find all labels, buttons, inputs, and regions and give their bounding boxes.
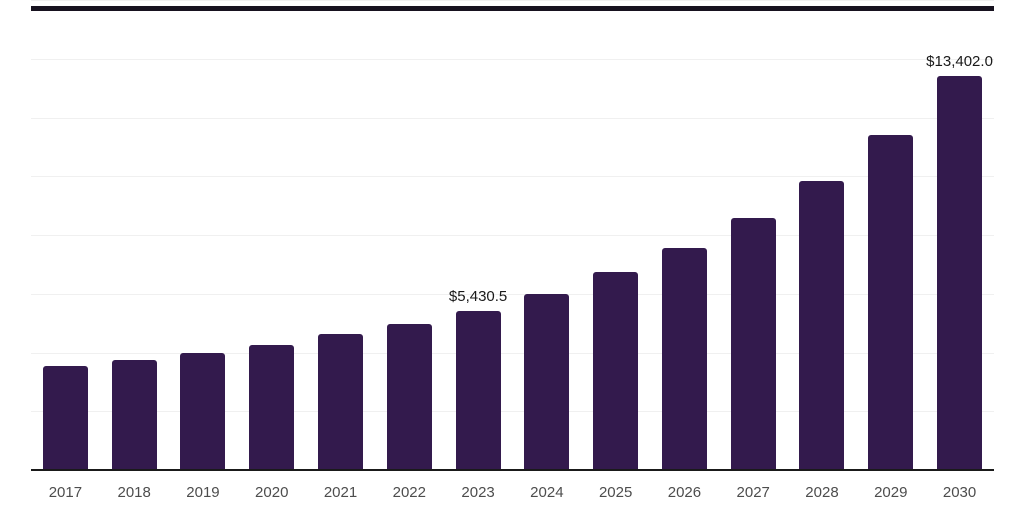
bar-slot-2018 [100,0,169,470]
x-tick-2029: 2029 [874,484,908,501]
bar-chart: $5,430.5 $13,402.0 2017 2018 2019 2020 2021 20… [31,0,994,512]
gridline-10000 [31,176,994,177]
bar-slot-2019 [169,0,238,470]
bar-slot-2021 [306,0,375,470]
bar-2019[interactable] [180,352,226,470]
gridline-6000 [31,294,994,295]
gridline-4000 [31,353,994,354]
bar-2028[interactable] [799,180,845,470]
bar-2029[interactable] [868,134,914,470]
bar-slot-2030: $13,402.0 [925,0,994,470]
plot-top-border [31,6,994,11]
bar-slot-2026 [650,0,719,470]
bar-2018[interactable] [111,360,157,470]
x-tick-2017: 2017 [48,484,83,501]
x-tick-2021: 2021 [323,484,358,501]
bar-slot-2023: $5,430.5 [444,0,513,470]
bar-2021[interactable] [318,333,364,470]
bars-layer: $5,430.5 $13,402.0 [31,0,994,470]
bar-2022[interactable] [386,323,432,470]
bar-slot-2020 [237,0,306,470]
x-tick-2030: 2030 [942,484,977,501]
bar-slot-2024 [512,0,581,470]
x-tick-2018: 2018 [117,484,151,501]
bar-2017[interactable] [42,366,88,470]
bar-slot-2027 [719,0,788,470]
gridline-8000 [31,235,994,236]
gridline-2000 [31,411,994,412]
gridline-12000 [31,118,994,119]
x-tick-2023: 2023 [461,484,495,501]
x-tick-2028: 2028 [805,484,839,501]
bar-slot-2017 [31,0,100,470]
data-label-2030: $13,402.0 [926,53,993,71]
bar-2024[interactable] [524,293,570,470]
bar-2023[interactable]: $5,430.5 [449,288,507,470]
bar-2025[interactable] [593,272,639,470]
bar-slot-2025 [581,0,650,470]
x-tick-2019: 2019 [186,484,220,501]
bar-2030[interactable]: $13,402.0 [926,53,993,470]
x-tick-2024: 2024 [530,484,564,501]
gridline-14000 [31,59,994,60]
x-axis-tick-labels: 2017 2018 2019 2020 2021 2022 2023 2024 2025 2026… [31,471,994,512]
x-tick-2022: 2022 [392,484,426,501]
bar-2020[interactable] [249,344,295,470]
x-tick-2026: 2026 [667,484,702,501]
gridline-16000 [31,0,994,1]
x-tick-2025: 2025 [598,484,633,501]
bar-slot-2022 [375,0,444,470]
x-tick-2027: 2027 [736,484,770,501]
data-label-2023: $5,430.5 [448,287,508,305]
bar-slot-2029 [856,0,925,470]
x-axis-line [31,469,994,471]
bar-2027[interactable] [730,218,776,470]
bar-2026[interactable] [661,248,707,470]
x-tick-2020: 2020 [255,484,289,501]
bar-slot-2028 [788,0,857,470]
